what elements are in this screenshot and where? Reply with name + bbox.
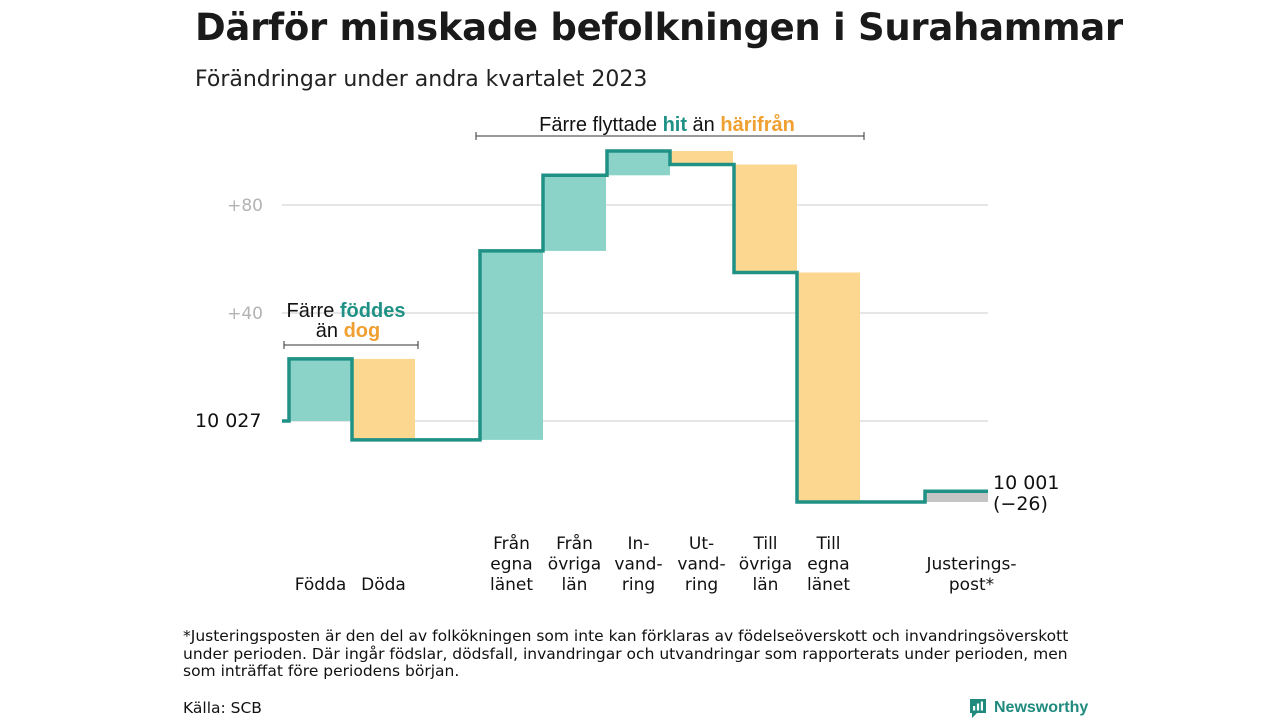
y-tick-label: +80 <box>227 196 263 216</box>
category-label: Justerings-post* <box>925 555 1016 596</box>
annotation-flytt: Färre flyttade hit än härifrån <box>539 113 795 136</box>
bar <box>734 164 797 273</box>
end-change-label: (−26) <box>993 493 1048 515</box>
bar <box>543 175 606 251</box>
cumulative-line <box>282 149 988 504</box>
category-label: Ut-vand-ring <box>677 534 725 595</box>
category-label: Från övriga län <box>548 533 601 595</box>
brand-name: Newsworthy <box>994 699 1089 716</box>
category-label: Från egna länet <box>490 533 533 595</box>
bar <box>607 151 670 176</box>
source-label: Källa: SCB <box>183 699 262 717</box>
bar <box>289 358 352 421</box>
category-label: Födda <box>295 575 347 595</box>
footnote: *Justeringsposten är den del av folkökni… <box>183 627 1069 680</box>
chart-title: Därför minskade befolkningen i Surahamma… <box>195 6 1123 49</box>
newsworthy-logo-icon <box>970 699 986 718</box>
bar <box>925 491 988 502</box>
annotation-fodda-line1: Färre föddes <box>287 300 406 322</box>
chart-subtitle: Förändringar under andra kvartalet 2023 <box>195 67 648 92</box>
bar <box>670 151 733 165</box>
annotation-fodda-line2: än dog <box>316 320 380 342</box>
category-label: Till egna länet <box>807 534 850 595</box>
end-value-label: 10 001 <box>993 472 1059 494</box>
bar <box>797 272 860 502</box>
category-label: In-vand-ring <box>614 534 662 595</box>
brand[interactable]: Newsworthy <box>968 697 1088 719</box>
start-value-label: 10 027 <box>195 410 261 432</box>
category-label: Döda <box>361 575 406 595</box>
bar <box>352 358 415 440</box>
bar <box>480 250 543 440</box>
y-tick-label: +40 <box>227 304 263 324</box>
category-label: Till övriga län <box>739 534 792 595</box>
